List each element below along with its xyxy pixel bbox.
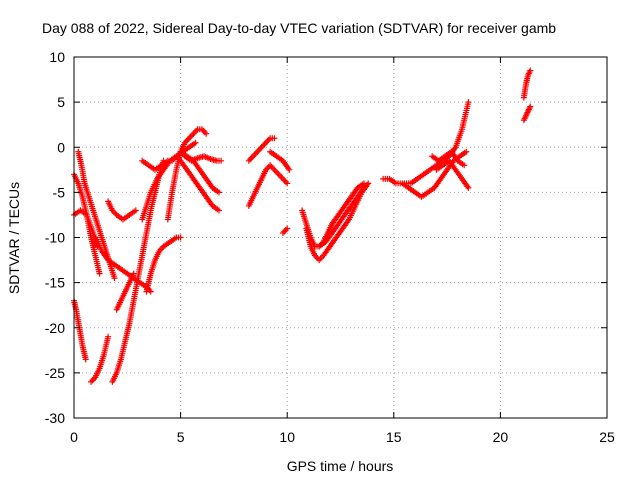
series-4 [88,333,112,385]
y-tick-label: 5 [57,94,65,110]
series-5 [109,157,167,385]
series-7 [92,234,154,295]
data-point [177,234,184,241]
data-point [203,130,210,137]
axis-ticks: 0 5 10 15 20 25 -30 -25 -20 -15 -10 -5 0 5 10 [45,49,615,445]
data-point [105,333,112,340]
series-25 [433,157,472,191]
x-tick-label: 25 [599,429,615,445]
grid-lines [74,57,607,418]
data-point [286,166,293,173]
series-13 [177,148,222,196]
y-tick-label: -15 [45,275,65,291]
data-point [82,356,89,363]
chart-title: Day 088 of 2022, Sidereal Day-to-day VTE… [42,20,556,36]
series-18 [267,148,293,173]
data-point [132,207,139,214]
data-point [164,157,171,164]
data-point [192,139,199,146]
series-10 [139,139,199,223]
data-point [284,180,291,187]
y-tick-label: 10 [49,49,65,65]
data-point [271,135,278,142]
data-point [465,99,472,106]
y-tick-label: -10 [45,230,65,246]
series-17 [245,135,278,164]
data-point [463,148,470,155]
series-23 [380,148,470,200]
data-point [360,184,367,191]
data-point [215,207,222,214]
data-point [365,180,372,187]
data-point [96,270,103,277]
data-point [215,189,222,196]
data-point [461,162,468,169]
series-19 [279,225,291,236]
x-axis-label: GPS time / hours [287,458,394,474]
x-tick-label: 5 [177,429,185,445]
y-axis-label: SDTVAR / TECUs [6,182,22,294]
data-marks [71,67,534,385]
y-tick-label: -30 [45,410,65,426]
data-point [218,157,225,164]
data-point [527,67,534,74]
series-12 [169,153,222,214]
series-8 [105,198,139,223]
data-point [111,275,118,282]
y-tick-label: -5 [53,184,66,200]
series-15 [139,157,171,173]
series-27 [520,67,534,101]
data-point [284,225,291,232]
y-tick-label: -20 [45,320,65,336]
series-14 [181,153,225,164]
x-tick-label: 0 [70,429,78,445]
y-tick-label: 0 [57,139,65,155]
y-tick-label: -25 [45,365,65,381]
series-24 [401,99,472,187]
data-point [465,184,472,191]
x-tick-label: 20 [493,429,509,445]
series-28 [520,103,534,124]
x-tick-label: 15 [386,429,402,445]
series-16 [245,162,291,209]
series-26 [429,148,468,169]
series-9 [143,234,184,295]
x-tick-label: 10 [279,429,295,445]
data-point [527,103,534,110]
series-22 [316,184,367,250]
